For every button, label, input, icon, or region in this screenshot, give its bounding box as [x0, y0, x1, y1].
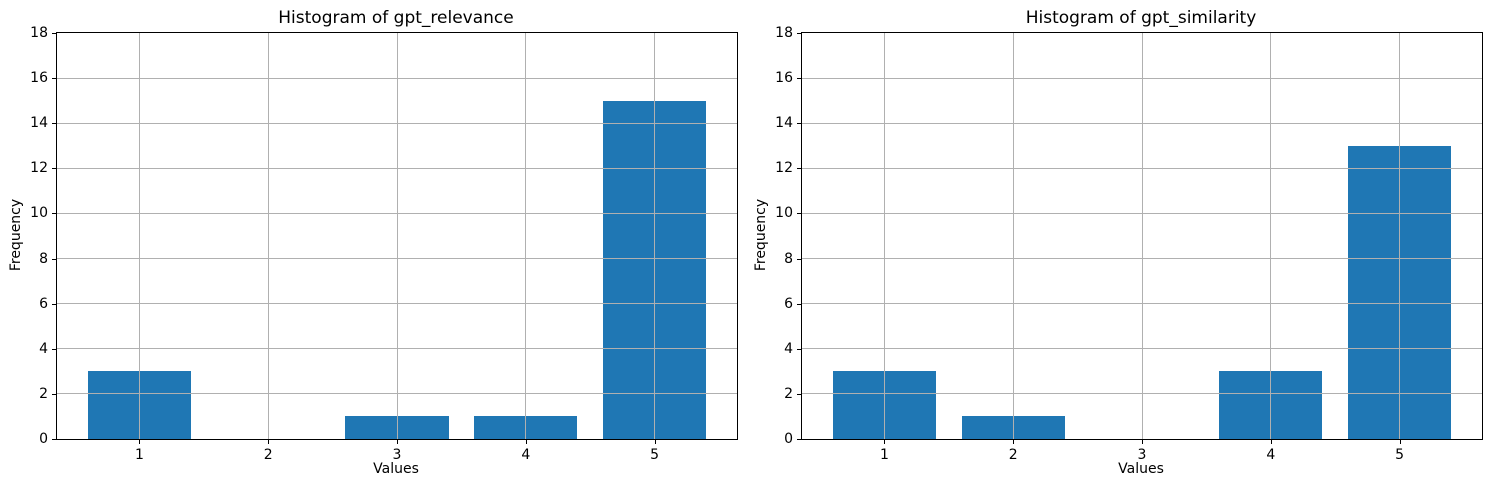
x-tick-mark — [654, 440, 656, 444]
x-tick-label: 1 — [879, 447, 889, 463]
gridline — [802, 303, 1482, 305]
y-tick-mark — [52, 303, 56, 305]
gridline — [802, 167, 1482, 169]
y-tick-mark — [52, 258, 56, 260]
gridline — [57, 77, 737, 79]
gridline — [802, 212, 1482, 214]
y-tick-label: 6 — [784, 295, 793, 312]
x-tick-label: 2 — [1008, 447, 1018, 463]
y-tick-label: 12 — [30, 160, 48, 177]
subplot-gpt-similarity: Histogram of gpt_similarity Values Frequ… — [745, 0, 1489, 490]
x-tick-label: 3 — [392, 447, 402, 463]
gridline — [654, 33, 656, 439]
y-tick-label: 2 — [784, 385, 793, 402]
x-tick-mark — [1270, 440, 1272, 444]
gridline — [57, 212, 737, 214]
y-tick-label: 8 — [39, 250, 48, 267]
x-tick-label: 5 — [650, 447, 660, 463]
y-tick-mark — [52, 439, 56, 440]
gridline — [267, 33, 269, 439]
y-tick-mark — [797, 393, 801, 395]
y-tick-label: 18 — [775, 25, 793, 41]
x-tick-mark — [525, 440, 527, 444]
subplot-gpt-relevance: Histogram of gpt_relevance Values Freque… — [0, 0, 744, 490]
y-tick-mark — [52, 33, 56, 34]
y-tick-label: 14 — [775, 115, 793, 132]
y-tick-label: 16 — [775, 70, 793, 87]
gridline — [883, 33, 885, 439]
y-tick-label: 18 — [30, 25, 48, 41]
x-tick-mark — [397, 440, 398, 444]
gridline — [802, 393, 1482, 395]
chart-title: Histogram of gpt_similarity — [1025, 8, 1257, 28]
x-axis-label: Values — [1118, 461, 1164, 477]
gridline — [57, 258, 737, 260]
plot-area — [801, 32, 1483, 440]
x-tick-label: 1 — [134, 447, 144, 463]
y-tick-mark — [797, 348, 801, 350]
y-tick-mark — [52, 348, 56, 350]
y-tick-mark — [52, 213, 56, 215]
gridline — [1141, 33, 1143, 439]
y-tick-label: 6 — [39, 295, 48, 312]
x-tick-mark — [1142, 440, 1143, 444]
gridline — [1270, 33, 1272, 439]
gridline — [57, 348, 737, 350]
y-tick-label: 16 — [30, 70, 48, 87]
y-tick-mark — [52, 168, 56, 170]
y-tick-mark — [797, 123, 801, 125]
y-tick-mark — [797, 213, 801, 215]
x-tick-mark — [139, 440, 141, 444]
x-tick-mark — [1399, 440, 1401, 444]
gridline — [802, 77, 1482, 79]
gridline — [802, 258, 1482, 260]
x-tick-label: 2 — [263, 447, 273, 463]
gridline — [57, 167, 737, 169]
gridline — [57, 303, 737, 305]
y-tick-mark — [52, 393, 56, 395]
y-tick-label: 4 — [39, 340, 48, 357]
y-tick-label: 4 — [784, 340, 793, 357]
gridline — [138, 33, 140, 439]
gridline — [57, 393, 737, 395]
y-tick-mark — [797, 168, 801, 170]
y-tick-mark — [797, 303, 801, 305]
gridline — [802, 122, 1482, 124]
x-tick-label: 3 — [1137, 447, 1147, 463]
y-tick-mark — [797, 33, 801, 34]
x-tick-mark — [268, 440, 270, 444]
x-tick-label: 5 — [1395, 447, 1405, 463]
plot-area — [56, 32, 738, 440]
gridline — [1399, 33, 1401, 439]
gridline — [1012, 33, 1014, 439]
y-tick-mark — [797, 78, 801, 80]
x-tick-label: 4 — [1266, 447, 1276, 463]
gridline — [57, 122, 737, 124]
y-tick-label: 0 — [39, 431, 48, 447]
y-tick-label: 10 — [775, 205, 793, 222]
x-tick-label: 4 — [521, 447, 531, 463]
y-tick-mark — [797, 439, 801, 440]
gridline — [802, 348, 1482, 350]
x-tick-mark — [1013, 440, 1015, 444]
gridline — [396, 33, 398, 439]
y-tick-mark — [52, 78, 56, 80]
y-tick-label: 8 — [784, 250, 793, 267]
y-tick-label: 12 — [775, 160, 793, 177]
y-tick-label: 10 — [30, 205, 48, 222]
gridline — [525, 33, 527, 439]
y-tick-mark — [797, 258, 801, 260]
y-tick-label: 2 — [39, 385, 48, 402]
x-tick-mark — [884, 440, 886, 444]
chart-title: Histogram of gpt_relevance — [278, 8, 514, 28]
x-axis-label: Values — [373, 461, 419, 477]
y-tick-mark — [52, 123, 56, 125]
y-tick-label: 0 — [784, 431, 793, 447]
y-tick-label: 14 — [30, 115, 48, 132]
